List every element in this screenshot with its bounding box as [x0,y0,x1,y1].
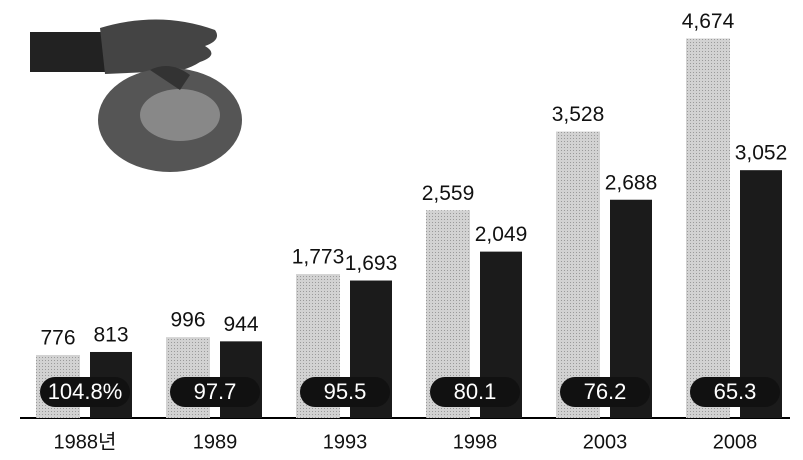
ratio-label: 95.5 [324,379,367,404]
data-label: 996 [170,309,205,332]
x-tick-label: 1998 [453,431,498,453]
x-tick-label: 2003 [583,431,628,453]
illustration [30,19,242,172]
x-tick-label: 1988년 [54,430,117,453]
ratio-label: 80.1 [454,379,497,404]
ratio-label: 76.2 [584,379,627,404]
bar [556,132,600,418]
ratio-label: 97.7 [194,379,237,404]
data-label: 813 [93,324,128,347]
data-label: 944 [223,313,258,336]
data-label: 3,052 [735,142,788,165]
chart: 776 813 104.8% 1988년 996 944 97.7 1989 1,7731,69… [0,0,803,460]
data-label: 2,688 [605,171,658,194]
ratio-label: 104.8% [48,379,123,404]
data-label: 3,528 [552,103,605,126]
data-label: 2,559 [422,182,475,205]
x-tick-label: 2008 [713,431,758,453]
data-label: 2,049 [475,223,528,246]
ratio-label: 65.3 [714,379,757,404]
data-label: 1,693 [345,252,398,275]
x-tick-label: 1993 [323,431,368,453]
data-label: 1,773 [292,246,345,269]
x-tick-label: 1989 [193,431,238,453]
data-label: 776 [40,327,75,350]
data-label: 4,674 [682,10,735,33]
bar [686,38,730,418]
